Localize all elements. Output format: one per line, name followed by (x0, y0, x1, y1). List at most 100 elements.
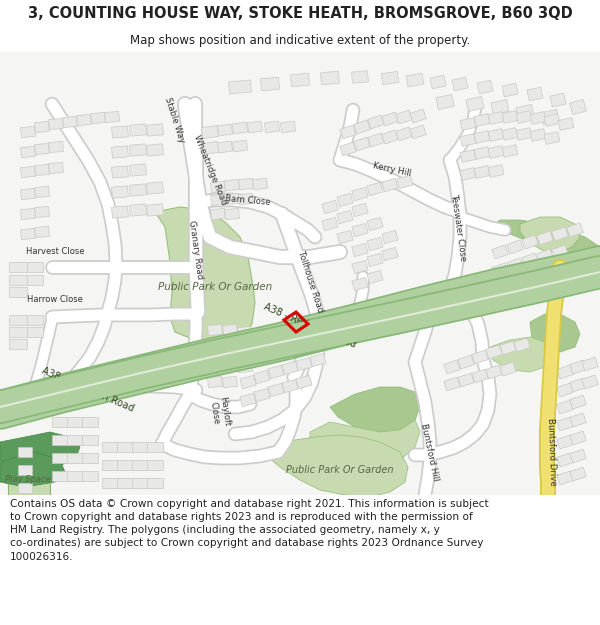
Polygon shape (474, 147, 490, 159)
Polygon shape (52, 417, 68, 427)
Polygon shape (488, 129, 504, 141)
Text: Play Space: Play Space (5, 476, 51, 484)
Text: A38 - Redditch Road: A38 - Redditch Road (40, 366, 136, 414)
Polygon shape (492, 263, 508, 277)
Polygon shape (557, 417, 573, 431)
Polygon shape (223, 376, 238, 388)
Polygon shape (382, 71, 398, 84)
Polygon shape (570, 449, 586, 463)
Polygon shape (112, 166, 128, 178)
Polygon shape (208, 324, 223, 336)
Polygon shape (0, 432, 80, 470)
Polygon shape (27, 262, 43, 272)
Polygon shape (223, 358, 238, 369)
Polygon shape (367, 253, 383, 267)
Polygon shape (368, 133, 384, 147)
Polygon shape (570, 395, 586, 409)
Polygon shape (466, 96, 484, 111)
Text: Granary Road: Granary Road (187, 220, 205, 280)
Polygon shape (202, 126, 218, 139)
Polygon shape (254, 371, 270, 384)
Polygon shape (208, 376, 223, 388)
Polygon shape (367, 271, 383, 284)
Polygon shape (430, 75, 446, 89)
Polygon shape (282, 361, 298, 374)
Polygon shape (352, 71, 368, 83)
Polygon shape (35, 121, 49, 132)
Polygon shape (102, 442, 118, 452)
Polygon shape (20, 208, 35, 219)
Polygon shape (310, 420, 420, 467)
Polygon shape (322, 217, 338, 231)
Polygon shape (570, 413, 586, 427)
Polygon shape (147, 460, 163, 470)
Polygon shape (202, 141, 218, 154)
Polygon shape (382, 178, 398, 192)
Polygon shape (474, 131, 490, 143)
Polygon shape (557, 435, 573, 449)
Text: Contains OS data © Crown copyright and database right 2021. This information is : Contains OS data © Crown copyright and d… (10, 499, 489, 562)
Polygon shape (557, 383, 573, 397)
Polygon shape (557, 471, 573, 485)
Polygon shape (570, 467, 586, 481)
Polygon shape (112, 146, 128, 158)
Polygon shape (239, 193, 253, 204)
Polygon shape (117, 460, 133, 470)
Polygon shape (211, 194, 226, 206)
Polygon shape (9, 315, 27, 325)
Polygon shape (558, 118, 574, 131)
Text: Hayloft
Close: Hayloft Close (208, 396, 232, 428)
Polygon shape (520, 217, 580, 252)
Polygon shape (367, 238, 383, 251)
Polygon shape (502, 127, 518, 141)
Polygon shape (502, 144, 518, 158)
Polygon shape (477, 80, 493, 94)
Polygon shape (367, 182, 383, 196)
Polygon shape (488, 146, 504, 158)
Polygon shape (232, 122, 248, 134)
Polygon shape (18, 483, 32, 493)
Polygon shape (62, 116, 77, 128)
Polygon shape (91, 112, 106, 124)
Polygon shape (280, 121, 296, 133)
Polygon shape (49, 118, 64, 129)
Polygon shape (102, 460, 118, 470)
Polygon shape (582, 375, 598, 389)
Polygon shape (9, 275, 27, 285)
Polygon shape (352, 203, 368, 217)
Polygon shape (112, 186, 128, 198)
Polygon shape (67, 453, 83, 463)
Polygon shape (410, 125, 426, 139)
Polygon shape (514, 338, 530, 352)
Polygon shape (49, 141, 64, 152)
Polygon shape (217, 141, 233, 153)
Polygon shape (444, 360, 460, 374)
Polygon shape (27, 275, 43, 285)
Polygon shape (530, 314, 580, 352)
Polygon shape (557, 400, 573, 414)
Polygon shape (552, 245, 568, 259)
Polygon shape (239, 178, 253, 189)
Polygon shape (82, 471, 98, 481)
Polygon shape (20, 166, 35, 177)
Polygon shape (9, 262, 27, 272)
Polygon shape (488, 164, 504, 177)
Polygon shape (102, 478, 118, 488)
Polygon shape (9, 412, 27, 422)
Polygon shape (208, 358, 223, 369)
Polygon shape (500, 341, 516, 355)
Polygon shape (52, 471, 68, 481)
Polygon shape (254, 388, 270, 402)
Polygon shape (238, 344, 253, 356)
Polygon shape (396, 127, 412, 141)
Polygon shape (537, 231, 553, 245)
Polygon shape (460, 134, 476, 146)
Polygon shape (397, 176, 413, 189)
Polygon shape (368, 115, 384, 129)
Polygon shape (382, 130, 398, 144)
Polygon shape (224, 179, 239, 191)
Polygon shape (544, 114, 560, 126)
Polygon shape (18, 447, 32, 457)
Polygon shape (340, 125, 356, 139)
Polygon shape (117, 442, 133, 452)
